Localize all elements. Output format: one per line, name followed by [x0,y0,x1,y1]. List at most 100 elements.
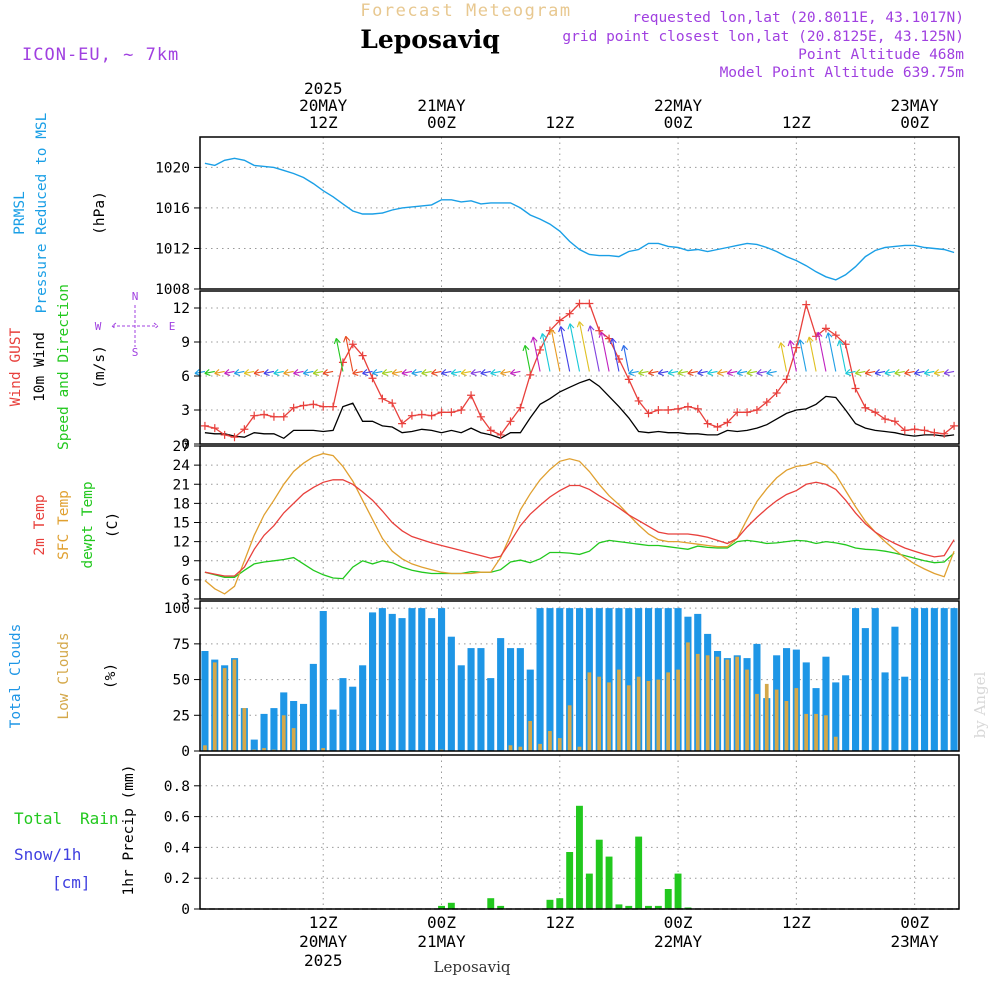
wind-gust-marker [240,425,249,434]
low-cloud-bar [617,669,621,751]
wind-direction-arrow [441,370,452,375]
wind-direction-arrow [677,370,689,375]
wind-gust-marker [417,410,426,419]
low-cloud-bar [567,705,572,751]
low-cloud-bar [814,713,818,751]
wind-direction-arrow [667,370,679,375]
wind-gust-marker [269,412,278,421]
temp-2m-line [204,479,955,577]
wind-gust-marker [506,417,515,426]
wind-arrow-head [381,369,388,376]
wind-arrow-head [421,369,428,376]
low-cloud-bar [735,656,739,751]
wind-gust-marker [683,402,692,411]
wind-direction-arrow [756,370,767,375]
wind-arrow-head [273,369,280,376]
low-cloud-bar [676,669,680,751]
wind-gust-marker [200,421,209,430]
total-cloud-bar [359,665,367,751]
total-cloud-bar [339,678,347,751]
wind-gust-marker [772,389,781,397]
low-cloud-bar [804,713,808,751]
total-cloud-bar [388,613,396,751]
wind-direction-arrow [362,370,373,375]
total-cloud-bar [861,628,869,751]
wind-gust-marker [634,396,643,405]
wind-direction-arrow [589,325,600,372]
wind-gust-marker [447,408,456,417]
time-label-bottom: 00Z [900,913,929,932]
wind-arrow-head [362,369,369,376]
wind-axis-label: Wind GUST [8,327,24,406]
time-label-bottom: 22MAY [654,932,703,951]
wind-arrow-head [224,369,231,376]
wind-direction-arrow [401,370,413,375]
wind-gust-marker [467,391,476,400]
rain-bar [438,905,445,909]
rain-bar [645,905,652,909]
rain-bar [625,905,633,909]
wind-gust-marker [319,402,328,411]
low-cloud-bar [646,681,651,751]
wind-direction-arrow [470,370,482,375]
clouds-ytick-label: 50 [173,673,190,689]
wind-arrow-head [352,369,359,376]
wind-gust-marker [279,412,288,421]
low-cloud-bar [577,746,582,751]
wind-arrow-head [716,369,724,376]
wind-direction-arrow [421,370,432,375]
wind-direction-arrow [293,370,304,375]
wind-arrow-head [943,369,950,376]
wind-gust-marker [309,400,318,409]
wind-gust-marker [920,426,929,435]
wind-gust-marker [358,351,367,360]
wind-gust-marker [457,406,466,414]
pressure-ytick-label: 1016 [155,201,190,217]
wind-direction-arrow [283,370,294,375]
wind-direction-arrow [943,370,955,375]
wind-direction-arrow [500,370,511,375]
rain-bar [664,889,672,909]
wind-gust-marker [220,430,229,439]
wind-arrow-head [894,369,901,376]
clouds-ytick-label: 0 [181,744,190,760]
wind-gust-marker [762,398,771,407]
low-cloud-bar [321,748,325,751]
wind-gust-marker [526,370,535,379]
wind-gust-marker [388,399,397,408]
pressure-line [204,157,955,281]
rain-bar [487,898,495,909]
wind-gust-marker [871,408,880,417]
wind-arrow-head [576,321,584,328]
total-cloud-bar [842,675,850,751]
rain-bar [566,852,574,909]
wind-direction-arrow [335,338,344,372]
low-cloud-bar [656,679,661,751]
time-label-top: 20MAY [299,96,348,115]
wind-arrow-head [391,369,398,376]
compass-s: S [132,346,139,359]
wind-direction-arrow [382,370,393,375]
low-cloud-bar [518,746,523,751]
low-cloud-bar [587,672,592,751]
wind-arrow-head [312,369,319,376]
wind-arrow-head [322,369,329,376]
rain-bar [585,873,593,909]
wind-gust-marker [713,423,722,431]
temp-ytick-label: 18 [173,496,190,512]
low-cloud-bar [745,669,749,751]
wind-direction-arrow [600,331,610,372]
pressure-ytick-label: 1020 [155,160,190,176]
total-cloud-bar [546,608,554,751]
wind-arrow-head [530,336,538,343]
wind-direction-arrow [611,338,620,372]
wind-gust-marker [565,309,574,318]
clouds-ytick-label: 75 [173,637,190,653]
wind-direction-arrow [510,370,521,375]
wind-arrow-head [440,369,448,376]
wind-gust-marker [821,324,830,333]
wind-arrow-head [677,369,684,376]
wind-gust-marker [881,415,890,424]
